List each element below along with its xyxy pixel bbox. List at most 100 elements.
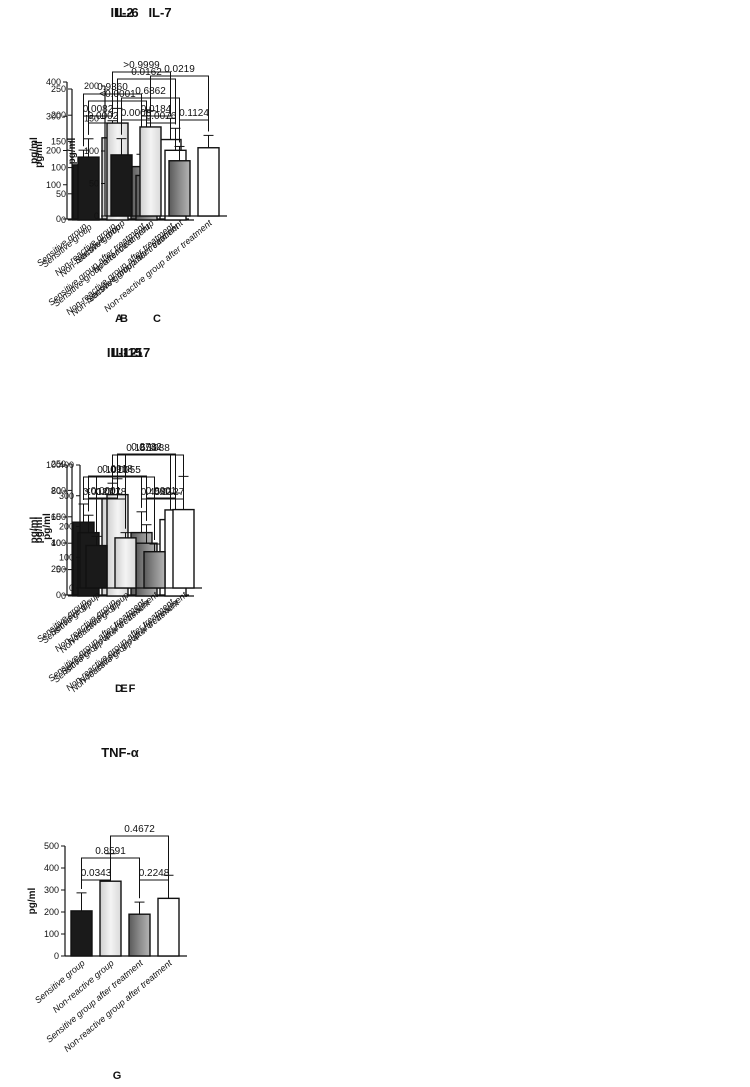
y-axis-label: pg/ml [42,513,53,540]
chart-tnf-svg: TNF-α 0 100 200 300 400 500 pg/ml 0.0343 0.2248 0.… [27,745,187,1082]
p-value-label: 0.2732 [131,442,162,453]
y-tick-label: 200 [51,110,66,120]
panel-letter: D [115,683,123,695]
panel-letter: F [129,683,136,695]
y-tick-label: 0 [94,211,99,221]
p-value-label: 0.0127 [83,487,114,498]
bar-non-reactive-after-treatment [197,147,220,217]
p-value-label: 0.0343 [81,868,112,879]
p-value-label: >0.9999 [123,60,160,71]
p-value-label: 0.0076 [146,111,177,122]
bar-sensitive-after-treatment [168,160,191,217]
y-tick-label: 0 [54,951,59,961]
y-tick-label: 200 [51,485,66,495]
bar-sensitive-group [110,154,133,217]
chart-title: IL-2 [110,5,133,20]
bar-sensitive-after-treatment [128,913,151,957]
y-tick-label: 0 [56,590,61,600]
y-tick-label: 200 [46,146,61,156]
comparison-bracket [112,71,171,117]
y-tick-label: 150 [51,136,66,146]
bar-non-reactive-after-treatment [172,508,195,589]
panel-il7: IL-7 0 50 100 150 200 pg/ml 0.0008 0.1124 0.6862 0… [67,0,750,330]
y-tick-label: 80 [51,486,61,496]
comparison-bracket [88,475,147,521]
y-tick-label: 100 [59,552,74,562]
p-value-label: 0.1550 [126,443,157,454]
comparison-bracket [117,78,176,125]
p-value-label: 0.0008 [121,108,152,119]
y-axis-label: pg/ml [29,516,40,543]
p-value-label: 0.0001 [146,486,177,497]
panel-letter: E [120,683,127,695]
y-tick-label: 250 [51,459,66,469]
p-value-label: 0.0082 [83,104,114,115]
comparison-bracket [110,835,169,872]
y-tick-label: 500 [44,841,59,851]
y-axis-label: pg/ml [29,137,40,164]
p-value-label: 0.0002 [88,111,119,122]
comparison-bracket [117,453,176,490]
panel-il15: IL-15 0 50 100 150 200 250 pg/ml <0.0001 0.0001 0.… [34,340,500,700]
panel-il6: IL-6 0 50 100 150 200 250 pg/ml 0.0002 0.0076 <0.0… [34,0,500,330]
y-tick-label: 100 [84,146,99,156]
y-axis-label: pg/ml [34,141,45,168]
y-tick-label: 50 [56,189,66,199]
y-axis-label: pg/ml [27,887,38,914]
y-tick-label: 60 [51,512,61,522]
bar-non-reactive-group [139,126,162,217]
y-tick-label: 0 [61,215,66,225]
y-tick-label: 200 [44,907,59,917]
p-value-label: 0.0127 [154,487,185,498]
comparison-bracket [125,454,184,529]
y-tick-label: 40 [51,538,61,548]
y-tick-label: 100 [46,180,61,190]
bar-non-reactive-group [99,880,122,957]
y-tick-label: 0 [56,214,61,224]
y-tick-label: 100 [46,460,61,470]
y-tick-label: 400 [59,460,74,470]
y-tick-label: 300 [46,111,61,121]
p-value-label: <0.0001 [85,486,122,497]
y-tick-label: 20 [51,564,61,574]
panel-letter: A [115,313,123,325]
bar-sensitive-group [85,544,108,589]
comparison-bracket [150,75,209,132]
p-value-label: 0.1088 [139,443,170,454]
y-tick-label: 0 [61,591,66,601]
p-value-label: 0.4582 [141,487,172,498]
chart-title: IL-12 [107,345,137,360]
panel-il17: IL-17 0 100 200 300 400 pg/ml 0.0078 0.0127 0.005… [42,340,750,700]
chart-title: IL-6 [115,5,138,20]
p-value-label: 0.1124 [179,108,209,119]
p-value-label: 0.0162 [131,67,162,78]
y-axis-label: pg/ml [34,516,45,543]
y-tick-label: 100 [51,538,66,548]
y-tick-label: 150 [51,512,66,522]
y-tick-label: 300 [44,885,59,895]
bar-non-reactive-group [114,537,137,589]
chart-title: TNF-α [101,745,139,760]
y-tick-label: 400 [44,863,59,873]
chart-title: IL-15 [112,345,142,360]
y-tick-label: 100 [44,929,59,939]
y-tick-label: 200 [59,522,74,532]
bar-sensitive-after-treatment [143,551,166,589]
y-tick-label: 50 [56,565,66,575]
p-value-label: 0.8591 [95,846,126,857]
y-axis-label: pg/ml [67,137,78,164]
y-tick-label: 100 [51,163,66,173]
bar-sensitive-group [70,910,93,957]
chart-title: IL-17 [120,345,150,360]
y-tick-label: 150 [84,114,99,124]
y-tick-label: 0 [69,583,74,593]
y-tick-label: 300 [59,491,74,501]
p-value-label: 0.0078 [96,487,127,498]
panel-tnf: TNF-α 0 100 200 300 400 500 pg/ml 0.0343 0.2248 0.… [0,740,250,1087]
y-tick-label: 50 [89,179,99,189]
